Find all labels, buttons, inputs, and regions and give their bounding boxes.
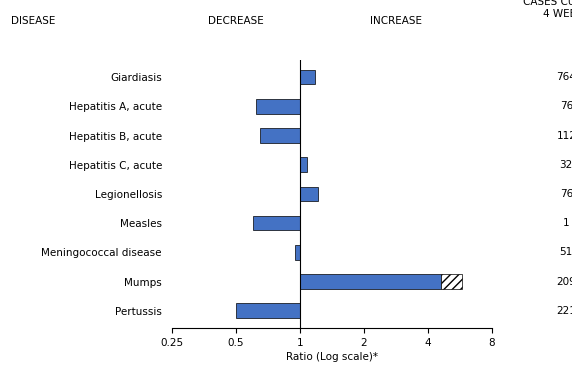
Bar (441, 274, 462, 289)
Text: 764: 764 (557, 72, 572, 82)
Text: 76: 76 (559, 189, 572, 199)
Text: DECREASE: DECREASE (208, 16, 264, 26)
Text: 51: 51 (559, 247, 572, 257)
Bar (256, 99, 300, 114)
Text: 76: 76 (559, 101, 572, 112)
Text: DISEASE: DISEASE (11, 16, 56, 26)
Text: 1: 1 (563, 218, 570, 228)
Text: 112: 112 (557, 131, 572, 141)
Text: INCREASE: INCREASE (370, 16, 422, 26)
Text: 221: 221 (557, 306, 572, 316)
Bar (260, 128, 300, 143)
Bar (300, 274, 441, 289)
Bar (295, 245, 300, 260)
Bar (252, 216, 300, 231)
Text: 32: 32 (559, 160, 572, 170)
X-axis label: Ratio (Log scale)*: Ratio (Log scale)* (286, 352, 378, 362)
Bar (300, 70, 315, 85)
Text: 209: 209 (557, 276, 572, 286)
Bar (300, 186, 318, 201)
Bar (300, 157, 307, 172)
Bar (236, 303, 300, 318)
Text: CASES CURRENT
4 WEEKS: CASES CURRENT 4 WEEKS (523, 0, 572, 19)
